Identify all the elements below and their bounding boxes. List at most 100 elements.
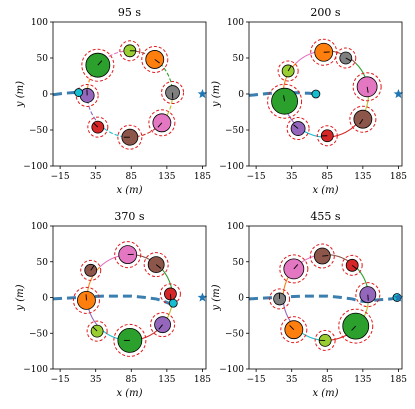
heading-arrow	[169, 293, 172, 300]
target-star	[393, 89, 404, 99]
x-tick-label: 185	[390, 172, 407, 182]
x-axis-label: x (m)	[312, 185, 338, 196]
heading-arrow	[293, 264, 299, 270]
target-star	[197, 89, 208, 99]
x-tick-label: 85	[322, 375, 334, 385]
y-tick-label: 0	[238, 90, 244, 100]
safety-ring	[81, 48, 115, 82]
y-tick-label: 50	[233, 54, 245, 64]
y-axis-label: y (m)	[211, 81, 222, 108]
heading-arrow	[322, 255, 329, 257]
y-tick-label: 100	[227, 18, 244, 28]
x-tick-label: 135	[354, 172, 371, 182]
safety-ring	[113, 323, 147, 357]
safety-ring	[316, 125, 338, 147]
heading-arrow	[293, 124, 299, 129]
heading-arrow	[289, 325, 295, 330]
y-tick-label: 100	[227, 222, 244, 232]
x-tick-label: 35	[286, 375, 298, 385]
safety-ring	[277, 60, 299, 82]
y-tick-label: 0	[42, 294, 48, 304]
safety-ring	[117, 124, 143, 150]
heading-arrow	[283, 95, 286, 102]
y-axis-label: y (m)	[211, 284, 222, 311]
panel-title: 370 s	[114, 210, 144, 223]
safety-ring	[87, 116, 109, 138]
safety-ring	[286, 117, 310, 141]
panel-title: 455 s	[310, 210, 340, 223]
safety-ring	[267, 83, 303, 119]
x-axis-label: x (m)	[116, 185, 142, 196]
target-star	[393, 292, 404, 302]
safety-ring	[280, 316, 308, 344]
safety-ring	[310, 38, 338, 66]
x-axis-label: x (m)	[116, 388, 142, 399]
x-tick-label: 35	[286, 172, 298, 182]
safety-ring	[143, 252, 169, 278]
heading-arrow	[97, 60, 103, 66]
x-tick-label: −15	[51, 172, 70, 182]
approach-path	[249, 294, 399, 304]
path-point	[168, 298, 178, 308]
y-axis-label: y (m)	[15, 81, 26, 108]
safety-ring	[279, 254, 309, 284]
safety-ring	[309, 243, 335, 269]
x-tick-label: 135	[354, 375, 371, 385]
y-tick-label: 50	[233, 258, 245, 268]
heading-arrow	[287, 65, 292, 72]
plot-area	[53, 40, 185, 150]
x-tick-label: 185	[390, 375, 407, 385]
x-tick-label: −15	[247, 375, 266, 385]
y-tick-label: −100	[219, 162, 244, 172]
safety-ring	[352, 72, 382, 102]
y-tick-label: −100	[219, 365, 244, 375]
target-star	[197, 292, 208, 302]
y-tick-label: 50	[37, 258, 49, 268]
safety-ring	[161, 81, 185, 105]
safety-ring	[314, 329, 336, 351]
y-tick-label: −50	[29, 126, 48, 136]
safety-ring	[349, 105, 377, 133]
heading-arrow	[90, 265, 95, 271]
x-tick-label: 185	[194, 172, 211, 182]
x-tick-label: −15	[247, 172, 266, 182]
y-tick-label: 100	[31, 222, 48, 232]
heading-arrow	[345, 57, 352, 62]
safety-ring	[355, 282, 381, 308]
path-point	[311, 89, 321, 99]
chart-panel-3: −15 35 85 135 185 −100 −50 0 50 100 370 s x (m) y (m…	[15, 210, 211, 399]
y-axis-label: y (m)	[15, 284, 26, 311]
heading-arrow	[351, 264, 358, 270]
heading-arrow	[155, 264, 162, 269]
safety-ring	[119, 40, 141, 62]
path-point	[74, 88, 84, 97]
x-tick-label: −15	[51, 375, 70, 385]
safety-ring	[338, 308, 374, 344]
safety-ring	[269, 288, 291, 310]
y-tick-label: 100	[31, 18, 48, 28]
safety-ring	[114, 241, 142, 269]
heading-arrow	[154, 59, 160, 64]
chart-panel-4: −15 35 85 135 185 −100 −50 0 50 100 455 s x (m) y (m…	[211, 210, 407, 399]
safety-ring	[341, 254, 363, 276]
heading-arrow	[158, 324, 163, 330]
safety-ring	[150, 312, 176, 338]
safety-ring	[72, 286, 100, 314]
y-tick-label: 50	[37, 54, 49, 64]
x-tick-label: 85	[126, 172, 138, 182]
x-tick-label: 85	[126, 375, 138, 385]
x-tick-label: 35	[90, 172, 102, 182]
x-axis-label: x (m)	[312, 388, 338, 399]
y-tick-label: −50	[29, 329, 48, 339]
safety-ring	[335, 47, 357, 69]
heading-arrow	[359, 118, 364, 125]
y-tick-label: −100	[23, 365, 48, 375]
x-tick-label: 135	[158, 172, 175, 182]
y-tick-label: −50	[225, 329, 244, 339]
safety-ring	[148, 109, 176, 137]
plot-area	[249, 243, 402, 351]
panel-title: 95 s	[118, 6, 141, 19]
heading-arrow	[351, 325, 357, 331]
chart-panel-1: −15 35 85 135 185 −100 −50 0 50 100 95 s x (m) y (m)	[15, 6, 211, 196]
